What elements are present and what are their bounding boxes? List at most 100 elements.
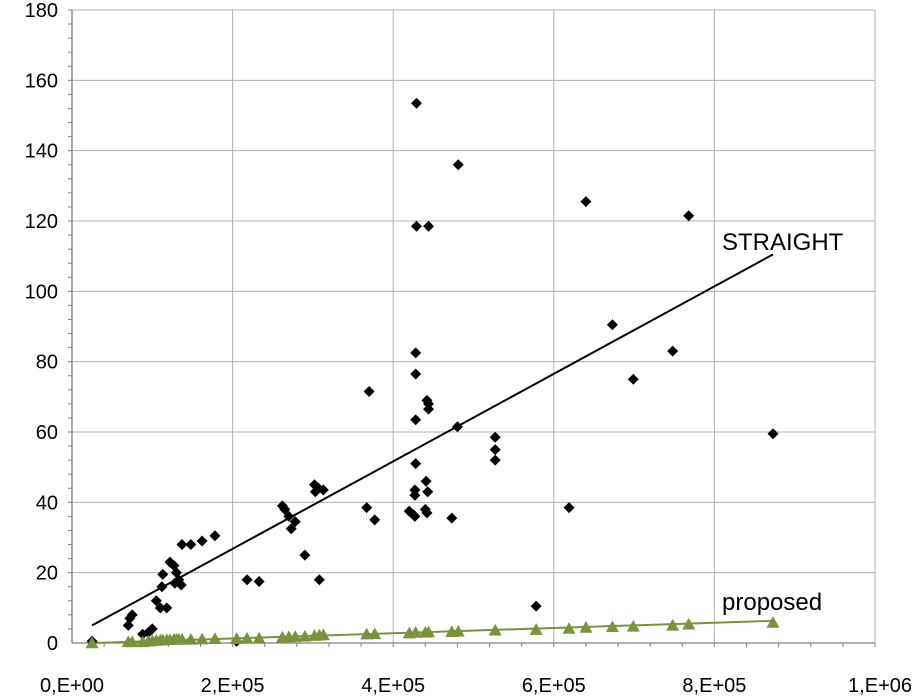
data-point-proposed [175,632,189,645]
data-point-straight [289,516,301,528]
data-point-proposed [85,636,99,649]
data-point-straight [361,502,373,514]
data-point-straight [410,414,422,426]
data-point-straight [451,421,463,433]
data-point-straight [683,210,695,222]
data-point-straight [317,484,329,496]
data-point-straight [410,97,422,109]
data-point-straight [410,220,422,232]
data-point-straight [489,454,501,466]
data-point-proposed [184,632,198,645]
data-point-straight [363,386,375,398]
data-point-straight [409,510,421,522]
data-point-proposed [240,631,254,644]
data-point-straight [580,196,592,208]
data-point-proposed [626,619,640,632]
x-tick-label: 6,E+05 [522,675,586,697]
data-point-proposed [368,627,382,640]
x-tick-label: 4,E+05 [361,675,425,697]
data-point-straight [209,530,221,542]
data-point-straight [154,602,166,614]
data-point-straight [279,503,291,515]
y-tick-label: 160 [25,70,58,92]
y-tick-label: 80 [36,352,58,374]
y-tick-label: 60 [36,422,58,444]
data-point-proposed [451,624,465,637]
data-points [85,97,780,649]
data-point-straight [283,510,295,522]
annotation-straight: STRAIGHT [722,229,844,256]
data-point-proposed [252,631,266,644]
data-point-proposed [605,620,619,633]
data-point-straight [313,574,325,586]
data-point-straight [452,159,464,171]
y-tick-label: 40 [36,492,58,514]
data-point-straight [489,444,501,456]
y-tick-label: 20 [36,563,58,585]
y-tick-label: 0 [47,633,58,655]
x-tick-label: 0,E+00 [40,675,104,697]
data-point-straight [422,486,434,498]
data-point-straight [423,220,435,232]
data-point-proposed [766,616,780,628]
data-point-straight [667,345,679,357]
data-point-proposed [125,635,139,648]
data-point-straight [410,347,422,359]
data-point-straight [409,484,421,496]
data-point-straight [175,579,187,591]
data-point-straight [627,373,639,385]
data-point-straight [185,539,197,551]
axes [68,9,876,647]
data-point-straight [446,512,458,524]
data-point-proposed [666,618,680,631]
data-point-straight [156,581,168,593]
data-point-straight [421,507,433,519]
data-point-straight [410,368,422,380]
data-point-straight [299,549,311,561]
data-point-straight [196,535,208,547]
data-point-proposed [195,632,209,645]
data-point-proposed [298,629,312,642]
data-point-straight [146,623,158,635]
data-point-straight [241,574,253,586]
data-point-straight [126,609,138,621]
data-point-straight [530,600,542,612]
y-tick-label: 180 [25,0,58,22]
x-tick-label: 8,E+05 [682,675,746,697]
data-point-proposed [488,623,502,636]
data-point-proposed [562,622,576,634]
data-point-proposed [422,625,436,638]
annotation-proposed: proposed [722,589,822,616]
data-point-proposed [682,617,696,630]
data-point-straight [161,602,173,614]
y-tick-label: 120 [25,211,58,233]
data-point-proposed [409,625,423,638]
data-point-straight [489,431,501,443]
data-point-straight [253,575,265,587]
x-tick-label: 1,E+06 [848,675,912,697]
data-point-straight [176,539,188,551]
data-point-proposed [288,630,302,642]
data-point-proposed [230,632,244,644]
data-point-proposed [316,628,330,641]
data-point-proposed [529,623,543,635]
trendline-straight [91,253,774,627]
data-point-proposed [579,621,593,633]
data-point-straight [369,514,381,526]
data-point-straight [157,568,169,580]
data-point-straight [563,502,575,514]
data-point-straight [420,475,432,487]
data-point-proposed [208,632,222,644]
trendlines [91,253,774,644]
data-point-straight [150,595,162,607]
data-point-straight [410,458,422,470]
data-point-straight [606,319,618,331]
y-tick-label: 140 [25,141,58,163]
tick-labels: 0 20 40 60 80 100 120 140 160 180 0,E+00 2,E+05 4,E+… [25,0,912,697]
data-point-straight [423,403,435,415]
data-point-straight [285,523,297,535]
grid [72,9,876,643]
x-tick-label: 2,E+05 [201,675,265,697]
